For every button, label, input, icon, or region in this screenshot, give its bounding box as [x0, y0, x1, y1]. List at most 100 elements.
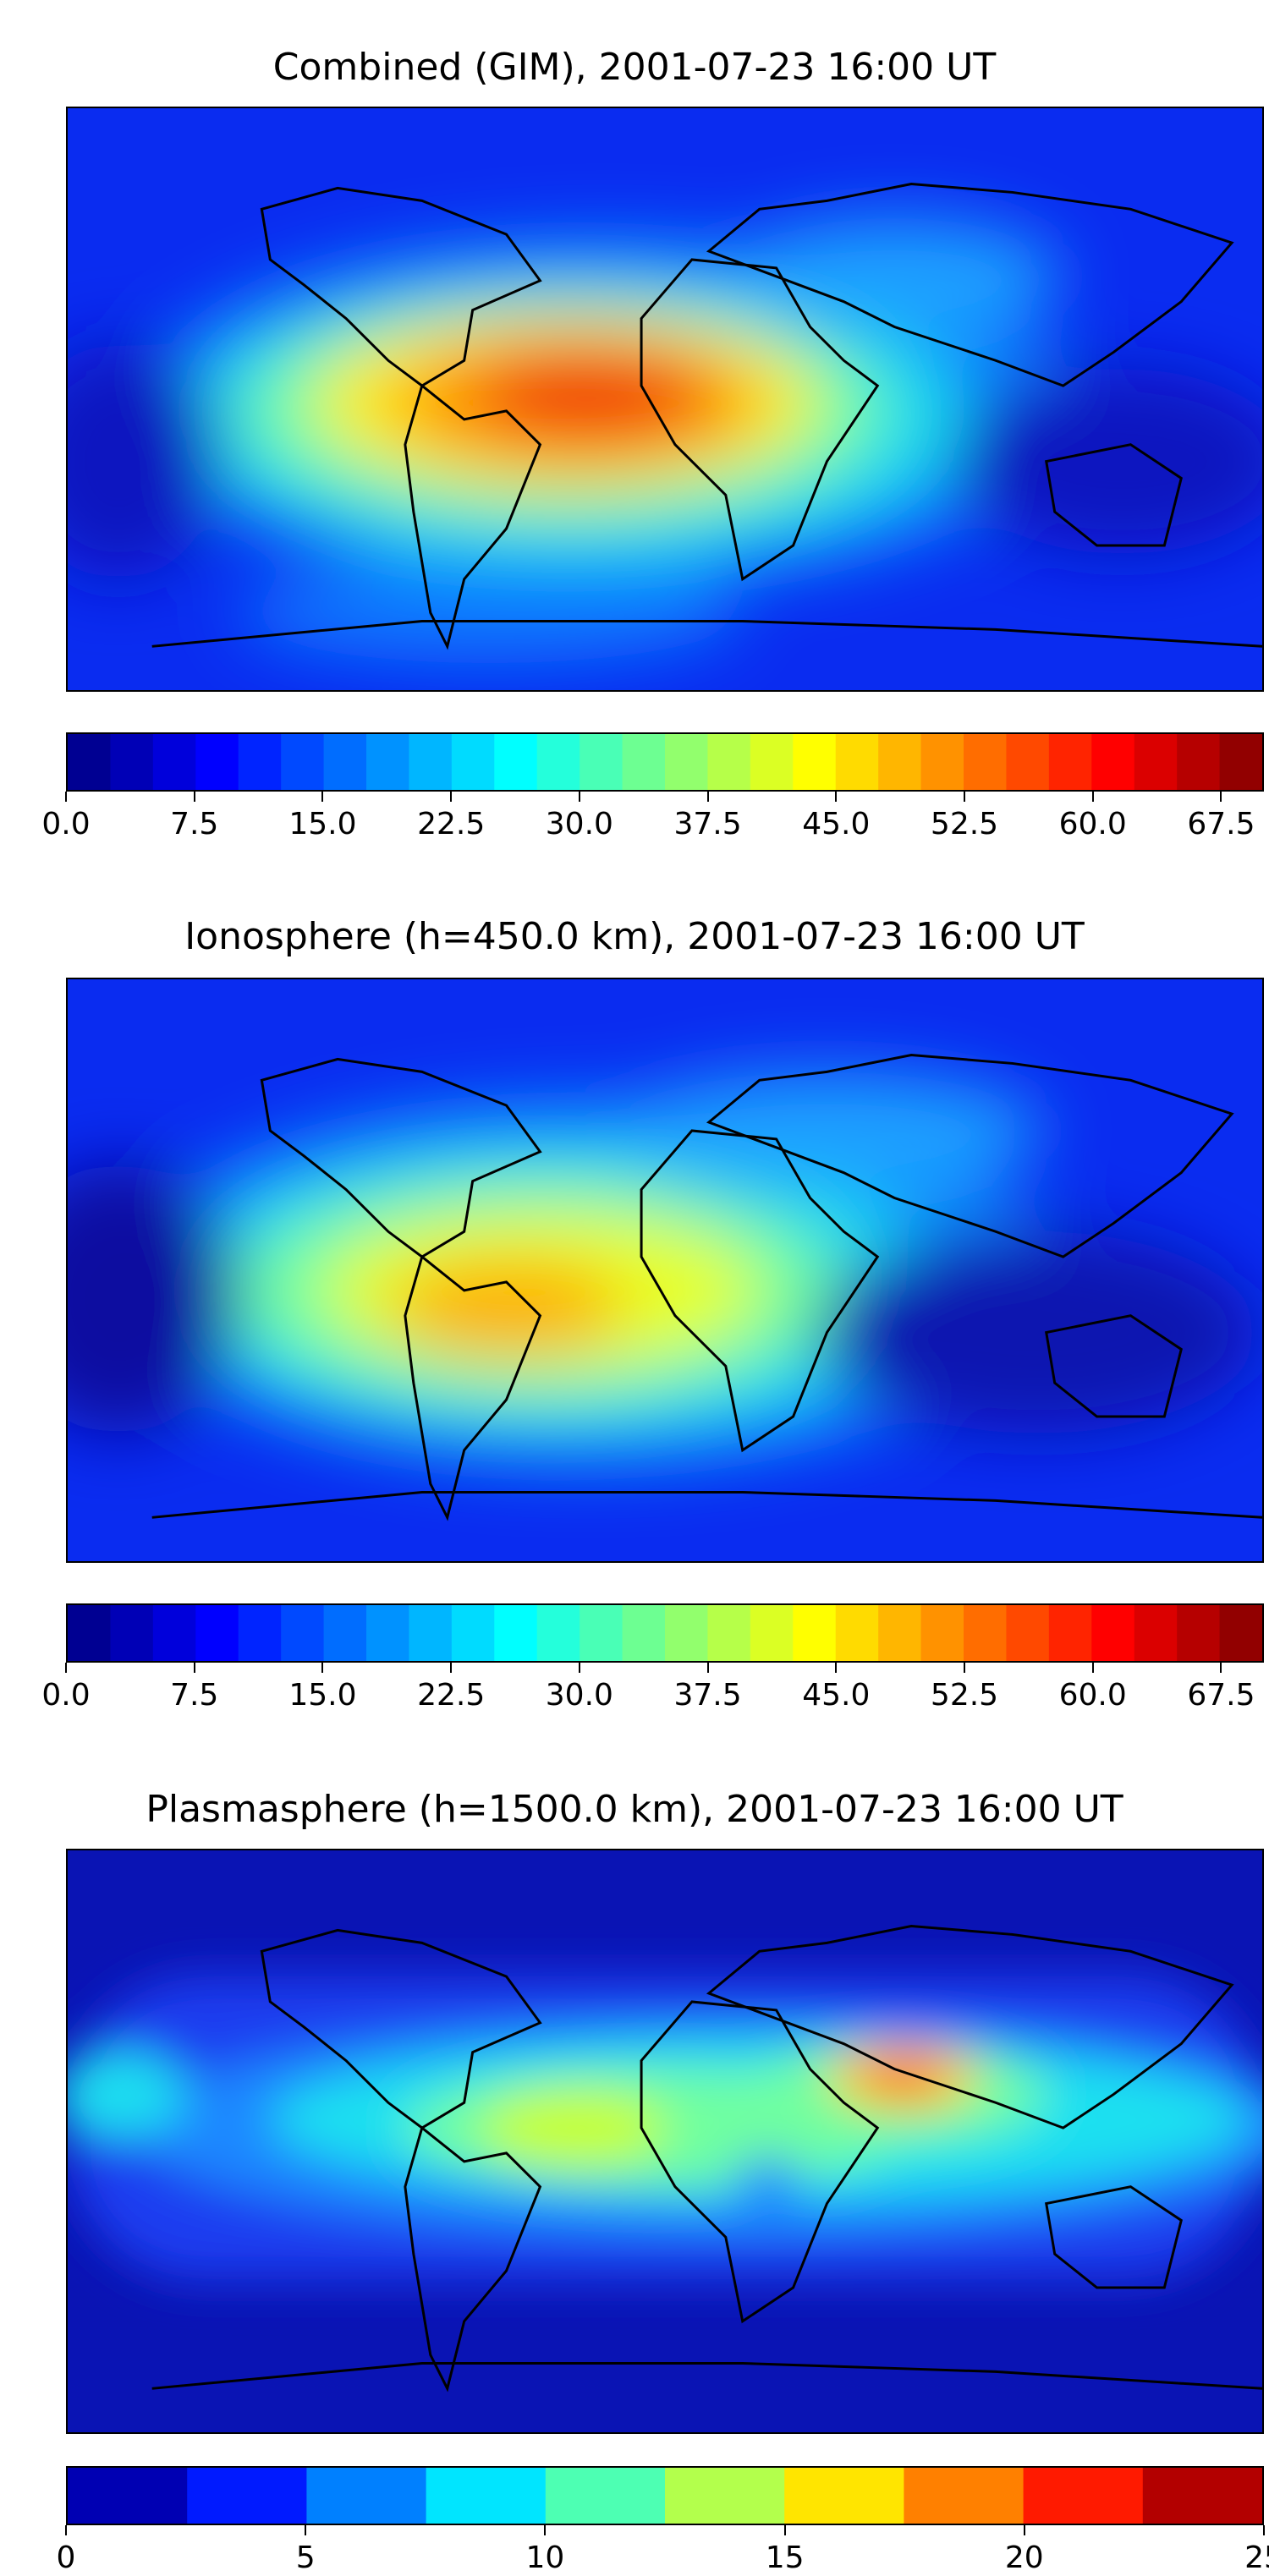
colorbar-level — [1142, 2468, 1262, 2524]
colorbar-tick-label: 45.0 — [802, 807, 871, 841]
colorbar-tick — [65, 2525, 67, 2535]
colorbar-level — [451, 1605, 495, 1661]
colorbar-ticks: 0.0 7.5 15.0 22.5 30.0 37.5 45.0 52.5 60.0 67.5 — [41, 792, 1264, 842]
colorbar-level — [904, 2468, 1025, 2524]
colorbar-tick — [578, 792, 580, 802]
colorbar-level — [1134, 734, 1178, 790]
colorbar-tick-label: 45.0 — [802, 1678, 871, 1713]
colorbar-level — [920, 1605, 964, 1661]
colorbar-level — [238, 1605, 282, 1661]
colorbar-level — [545, 2468, 666, 2524]
colorbar-level — [306, 2468, 427, 2524]
coastline-outline — [151, 1924, 1262, 2392]
colorbar-tick — [1091, 792, 1094, 802]
colorbar-level — [1023, 2468, 1144, 2524]
colorbar-level — [835, 1605, 879, 1661]
colorbar-level — [580, 1605, 624, 1661]
colorbar-level — [536, 734, 580, 790]
colorbar-level — [878, 1605, 922, 1661]
colorbar-tick-label: 52.5 — [930, 807, 999, 841]
colorbar-level — [238, 734, 282, 790]
colorbar-level — [536, 1605, 580, 1661]
colorbar-level — [323, 734, 367, 790]
chart-title: Ionosphere (h=450.0 km), 2001-07-23 16:0… — [184, 915, 1085, 958]
colorbar-tick-label: 67.5 — [1187, 807, 1255, 841]
colorbar-level — [195, 1605, 239, 1661]
colorbar-level — [494, 734, 538, 790]
colorbar-level — [323, 1605, 367, 1661]
colorbar-tick-label: 22.5 — [417, 1678, 486, 1713]
colorbar-level — [494, 1605, 538, 1661]
colorbar-level — [1219, 1605, 1262, 1661]
colorbar-level — [750, 734, 794, 790]
colorbar-tick — [65, 792, 67, 802]
colorbar-level — [1048, 1605, 1092, 1661]
colorbar-level — [750, 1605, 794, 1661]
colorbar-tick-label: 37.5 — [673, 1678, 742, 1713]
colorbar-level — [964, 734, 1008, 790]
colorbar-level — [187, 2468, 307, 2524]
colorbar-level — [281, 734, 325, 790]
colorbar-tick-label: 5 — [295, 2540, 316, 2575]
colorbar-tick-label: 15.0 — [288, 1678, 357, 1713]
colorbar-swatches — [68, 1605, 1262, 1661]
colorbar-tick — [1091, 1663, 1094, 1673]
colorbar-level — [793, 734, 837, 790]
tec-map — [66, 1849, 1264, 2434]
colorbar-level — [366, 1605, 410, 1661]
colorbar-tick — [1220, 792, 1222, 802]
colorbar-level — [152, 734, 196, 790]
chart-title: Combined (GIM), 2001-07-23 16:00 UT — [272, 46, 997, 89]
colorbar-tick-label: 60.0 — [1058, 807, 1127, 841]
colorbar-level — [1091, 1605, 1135, 1661]
colorbar-level — [707, 1605, 751, 1661]
colorbar-tick-label: 15.0 — [288, 807, 357, 841]
colorbar-level — [920, 734, 964, 790]
colorbar-tick — [835, 1663, 838, 1673]
colorbar-level — [195, 734, 239, 790]
colorbar-tick-label: 37.5 — [673, 807, 742, 841]
colorbar-ticks: 0.0 7.5 15.0 22.5 30.0 37.5 45.0 52.5 60.0 67.5 — [41, 1663, 1264, 1713]
colorbar-level — [68, 1605, 112, 1661]
colorbar-tick — [1220, 1663, 1222, 1673]
colorbar-tick — [964, 792, 965, 802]
colorbar-swatches — [68, 2468, 1262, 2524]
colorbar-level — [451, 734, 495, 790]
colorbar-level — [707, 734, 751, 790]
colorbar-tick — [964, 1663, 965, 1673]
colorbar-tick-label: 0.0 — [41, 807, 91, 841]
colorbar-tick — [450, 792, 453, 802]
colorbar — [66, 2466, 1264, 2525]
colorbar-level — [281, 1605, 325, 1661]
colorbar-level — [580, 734, 624, 790]
colorbar-tick-label: 7.5 — [170, 1678, 219, 1713]
colorbar-tick — [321, 792, 324, 802]
colorbar-tick — [544, 2525, 547, 2535]
colorbar-tick-label: 52.5 — [930, 1678, 999, 1713]
colorbar-tick — [706, 1663, 709, 1673]
coastline-outline — [151, 182, 1262, 650]
colorbar-tick — [65, 1663, 67, 1673]
colorbar-tick-label: 10 — [525, 2540, 565, 2575]
colorbar-level — [665, 2468, 785, 2524]
colorbar-level — [409, 734, 453, 790]
colorbar-level — [426, 2468, 547, 2524]
colorbar-tick — [321, 1663, 324, 1673]
colorbar-level — [68, 734, 112, 790]
colorbar-level — [665, 1605, 709, 1661]
colorbar-level — [1091, 734, 1135, 790]
colorbar-tick-label: 30.0 — [545, 807, 613, 841]
colorbar-level — [1006, 1605, 1050, 1661]
colorbar-level — [409, 1605, 453, 1661]
colorbar — [66, 732, 1264, 792]
colorbar-tick — [706, 792, 709, 802]
tec-map — [66, 978, 1264, 1563]
colorbar-tick-label: 0.0 — [41, 1678, 91, 1713]
tec-map — [66, 107, 1264, 692]
colorbar-tick — [305, 2525, 307, 2535]
colorbar-tick — [1263, 2525, 1265, 2535]
colorbar-level — [784, 2468, 904, 2524]
colorbar-tick-label: 20 — [1004, 2540, 1044, 2575]
colorbar-tick-label: 7.5 — [170, 807, 219, 841]
colorbar — [66, 1603, 1264, 1663]
